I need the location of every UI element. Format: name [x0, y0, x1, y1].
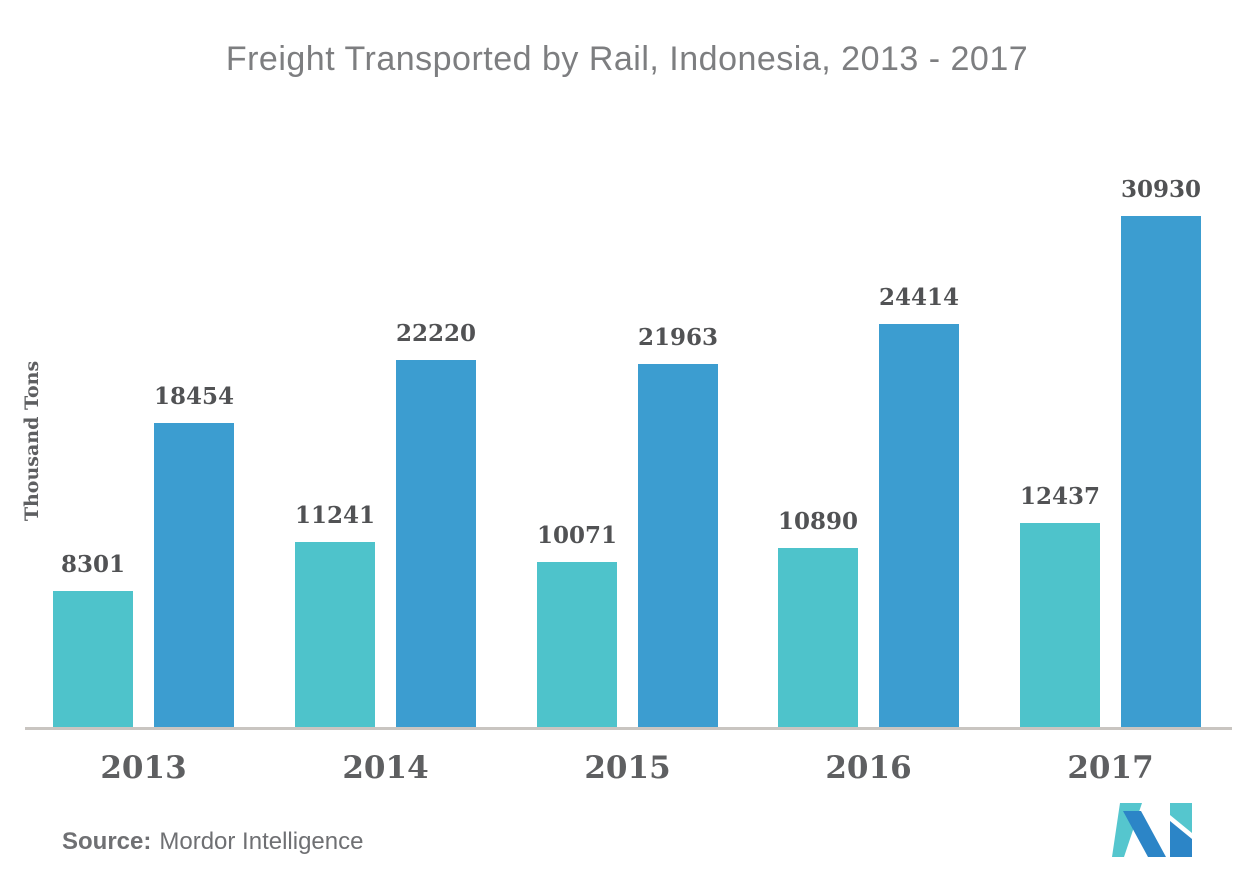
source-value: Mordor Intelligence: [159, 828, 364, 855]
x-axis-line: [25, 727, 1232, 730]
bar-value-label: 30930: [1120, 176, 1202, 203]
x-tick-2016: 2016: [825, 750, 912, 786]
bar-2017-series-2: [1121, 216, 1201, 729]
bar-2013-series-1: [53, 591, 133, 729]
source-note: Source: Mordor Intelligence: [62, 828, 363, 856]
logo-right-bottom-blue: [1170, 821, 1192, 857]
bar-value-label: 22220: [395, 320, 477, 347]
source-label: Source:: [62, 828, 152, 855]
x-tick-2017: 2017: [1067, 750, 1154, 786]
bar-value-label: 11241: [294, 502, 376, 529]
bar-2016-series-1: [778, 548, 858, 729]
bar-value-label: 10071: [536, 522, 618, 549]
x-tick-2013: 2013: [100, 750, 187, 786]
bar-value-label: 12437: [1019, 483, 1101, 510]
bar-value-label: 10890: [777, 508, 859, 535]
bar-value-label: 24414: [878, 284, 960, 311]
bar-2015-series-1: [537, 562, 617, 729]
bar-2015-series-2: [638, 364, 718, 729]
bar-value-label: 21963: [637, 324, 719, 351]
x-tick-2015: 2015: [584, 750, 671, 786]
x-tick-2014: 2014: [342, 750, 429, 786]
logo-right-top-teal: [1170, 803, 1192, 833]
bar-2014-series-2: [396, 360, 476, 729]
bar-value-label: 18454: [153, 383, 235, 410]
bar-2016-series-2: [879, 324, 959, 729]
bar-2017-series-1: [1020, 523, 1100, 729]
mordor-intelligence-logo: [1112, 803, 1192, 857]
bar-2013-series-2: [154, 423, 234, 729]
bar-2014-series-1: [295, 542, 375, 729]
bar-value-label: 8301: [60, 551, 125, 578]
logo-diagonal-blue: [1123, 811, 1166, 857]
chart-title: Freight Transported by Rail, Indonesia, …: [225, 40, 1029, 78]
